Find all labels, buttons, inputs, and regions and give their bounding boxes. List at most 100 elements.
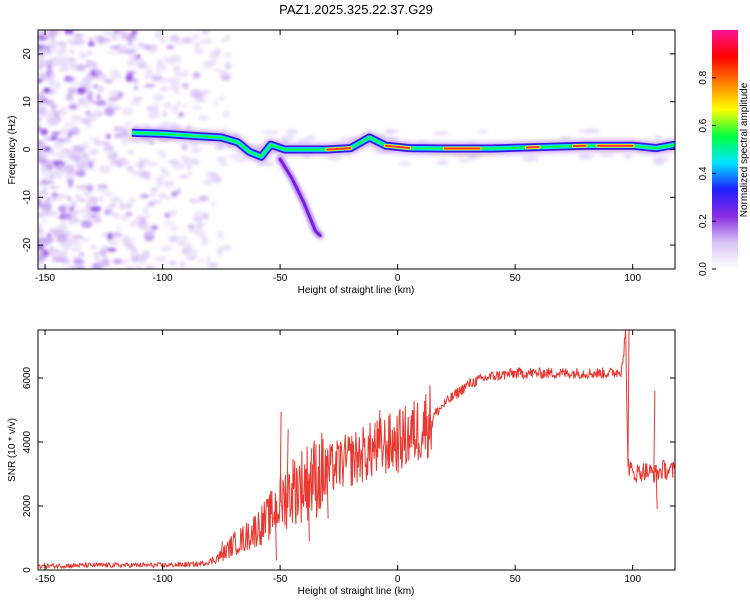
noise-blob [96,93,101,101]
noise-blob [38,212,48,218]
noise-blob [137,221,149,230]
noise-blob [38,253,47,262]
colorbar-gradient [712,30,738,269]
noise-blob [81,52,88,60]
noise-blob [129,100,142,105]
snr-panel: -150 -100 -50 0 50 100 0 2000 4000 6000 Height of… [7,329,676,597]
haze-blob [599,153,615,157]
noise-blob [113,91,120,97]
noise-blob [84,63,94,68]
noise-blob [95,254,101,264]
haze-blob [623,153,633,160]
noise-blob [197,258,206,263]
noise-blob [149,188,159,192]
snr-spike [286,429,289,496]
noise-blob [140,170,150,179]
noise-blob [92,109,98,113]
noise-blob [155,64,168,71]
noise-blob [195,229,206,238]
noise-blob [127,166,132,172]
snr-spike [378,409,381,449]
noise-blob [95,101,107,106]
haze-blob [521,155,540,163]
noise-blob [38,34,45,38]
noise-blob [116,224,121,232]
noise-blob [50,80,62,90]
noise-blob [103,30,111,35]
noise-blob [162,111,167,116]
noise-blob [65,135,72,144]
noise-blob [198,114,209,121]
noise-blob [94,69,103,77]
noise-blob [97,35,106,45]
noise-blob [38,78,44,83]
noise-blob [214,143,225,150]
noise-blob [40,128,49,136]
noise-blob [66,236,76,245]
noise-blob [108,204,117,208]
noise-blob [169,34,180,43]
noise-blob [142,205,149,215]
noise-blob [68,179,73,189]
noise-blob [150,225,159,230]
noise-blob [169,224,178,232]
noise-blob [127,37,133,46]
noise-blob [193,34,199,39]
noise-blob [145,264,156,269]
noise-blob [171,105,179,114]
noise-blob [102,254,107,262]
noise-blob [108,96,119,103]
noise-blob [175,40,184,45]
noise-blob [92,216,103,224]
noise-blob [110,71,123,80]
noise-blob [224,61,232,71]
colorbar-tick-label: 0.2 [698,214,709,228]
noise-blob [41,137,48,141]
noise-blob [198,195,209,202]
spectrogram-xtick-label: 100 [624,273,641,284]
noise-blob [97,261,109,268]
noise-blob [122,241,134,247]
noise-blob [103,144,115,153]
noise-blob [96,186,107,192]
noise-blob [200,242,208,246]
noise-blob [59,41,67,49]
haze-blob [227,154,243,158]
noise-blob [57,151,66,156]
noise-blob [38,124,41,128]
noise-blob [206,171,219,177]
noise-blob [56,164,69,172]
noise-blob [99,141,110,145]
noise-blob [112,126,125,132]
noise-blob [177,112,185,118]
noise-blob [90,37,98,41]
noise-blob [86,60,93,64]
noise-blob [69,218,81,224]
noise-blob [217,246,222,256]
noise-blob [80,238,90,242]
noise-blob [182,103,188,108]
noise-blob [89,205,102,213]
noise-blob [179,234,187,244]
noise-blob [76,64,86,72]
noise-blob [168,260,178,266]
snr-ytick-label: 6000 [22,366,33,389]
noise-blob [103,79,114,84]
noise-blob [63,248,68,257]
snr-frame [37,329,676,571]
branch-core [278,157,322,237]
noise-blob [87,95,93,102]
noise-blob [183,39,195,44]
noise-blob [38,126,42,131]
noise-blob [45,196,51,203]
noise-blob [220,244,232,252]
noise-blob [75,192,81,199]
noise-blob [164,180,174,188]
noise-blob [186,170,193,175]
noise-blob [131,257,138,263]
noise-blob [60,62,70,70]
noise-blob [70,201,78,208]
noise-blob [38,111,43,117]
noise-blob [69,126,80,136]
noise-blob [137,61,148,70]
